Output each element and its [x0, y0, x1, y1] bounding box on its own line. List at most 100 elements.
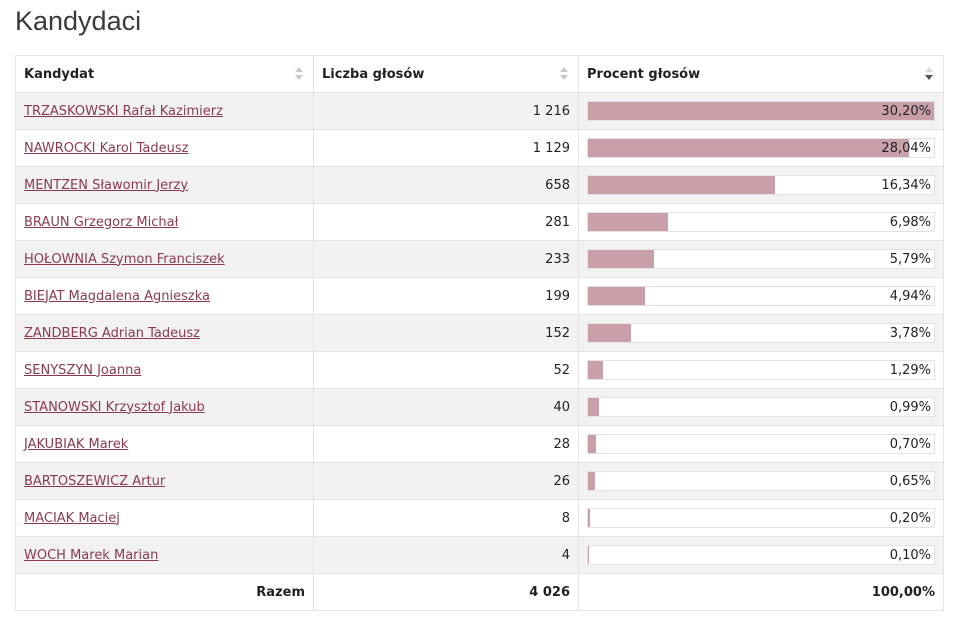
percent-bar: 1,29% — [587, 360, 935, 380]
candidate-cell: MACIAK Maciej — [15, 499, 314, 537]
sort-icon[interactable] — [295, 67, 303, 81]
percent-bar: 0,20% — [587, 508, 935, 528]
percent-label: 28,04% — [881, 141, 931, 156]
percent-cell: 0,20% — [578, 499, 944, 537]
percent-label: 0,10% — [889, 548, 931, 563]
candidate-cell: BIEJAT Magdalena Agnieszka — [15, 277, 314, 315]
column-header-label: Procent głosów — [587, 66, 701, 82]
candidate-link[interactable]: BRAUN Grzegorz Michał — [24, 214, 179, 230]
page-title: Kandydaci — [15, 6, 142, 36]
candidate-link[interactable]: TRZASKOWSKI Rafał Kazimierz — [24, 103, 223, 119]
percent-bar: 6,98% — [587, 212, 935, 232]
percent-bar: 0,65% — [587, 471, 935, 491]
votes-cell: 26 — [313, 462, 579, 500]
candidate-link[interactable]: MACIAK Maciej — [24, 510, 120, 526]
candidate-link[interactable]: NAWROCKI Karol Tadeusz — [24, 140, 189, 156]
table-row: HOŁOWNIA Szymon Franciszek 233 5,79% — [15, 240, 944, 278]
percent-cell: 4,94% — [578, 277, 944, 315]
total-row: Razem 4 026 100,00% — [15, 573, 944, 611]
percent-bar: 0,10% — [587, 545, 935, 565]
candidate-link[interactable]: HOŁOWNIA Szymon Franciszek — [24, 251, 225, 267]
column-header-label: Liczba głosów — [322, 66, 425, 82]
candidate-link[interactable]: ZANDBERG Adrian Tadeusz — [24, 325, 200, 341]
candidate-cell: SENYSZYN Joanna — [15, 351, 314, 389]
votes-cell: 152 — [313, 314, 579, 352]
candidate-link[interactable]: STANOWSKI Krzysztof Jakub — [24, 399, 205, 415]
percent-bar: 4,94% — [587, 286, 935, 306]
percent-label: 30,20% — [881, 104, 931, 119]
percent-label: 0,70% — [889, 437, 931, 452]
votes-cell: 28 — [313, 425, 579, 463]
percent-bar-fill — [588, 472, 596, 490]
percent-bar-fill — [588, 176, 776, 194]
percent-cell: 28,04% — [578, 129, 944, 167]
percent-cell: 0,99% — [578, 388, 944, 426]
percent-bar-fill — [588, 361, 603, 379]
percent-cell: 6,98% — [578, 203, 944, 241]
candidate-cell: ZANDBERG Adrian Tadeusz — [15, 314, 314, 352]
candidate-cell: WOCH Marek Marian — [15, 536, 314, 574]
column-header-label: Kandydat — [24, 66, 95, 82]
candidate-cell: MENTZEN Sławomir Jerzy — [15, 166, 314, 204]
candidate-link[interactable]: WOCH Marek Marian — [24, 547, 159, 563]
votes-cell: 8 — [313, 499, 579, 537]
percent-bar-fill — [588, 102, 934, 120]
percent-bar-fill — [588, 435, 597, 453]
percent-label: 0,99% — [889, 400, 931, 415]
candidate-link[interactable]: BIEJAT Magdalena Agnieszka — [24, 288, 210, 304]
percent-cell: 0,10% — [578, 536, 944, 574]
percent-cell: 0,65% — [578, 462, 944, 500]
candidate-cell: NAWROCKI Karol Tadeusz — [15, 129, 314, 167]
votes-cell: 1 129 — [313, 129, 579, 167]
table-row: NAWROCKI Karol Tadeusz 1 129 28,04% — [15, 129, 944, 167]
sort-icon[interactable] — [560, 67, 568, 81]
table-row: MACIAK Maciej 8 0,20% — [15, 499, 944, 537]
candidate-cell: BRAUN Grzegorz Michał — [15, 203, 314, 241]
percent-cell: 5,79% — [578, 240, 944, 278]
percent-label: 0,20% — [889, 511, 931, 526]
percent-bar-fill — [588, 287, 645, 305]
votes-cell: 199 — [313, 277, 579, 315]
column-header-candidate[interactable]: Kandydat — [15, 55, 314, 93]
votes-cell: 658 — [313, 166, 579, 204]
candidate-link[interactable]: MENTZEN Sławomir Jerzy — [24, 177, 189, 193]
votes-cell: 233 — [313, 240, 579, 278]
percent-bar: 30,20% — [587, 101, 935, 121]
percent-bar: 3,78% — [587, 323, 935, 343]
votes-cell: 281 — [313, 203, 579, 241]
table-header-row: Kandydat Liczba głosów Procent głosów — [15, 55, 944, 93]
table-row: ZANDBERG Adrian Tadeusz 152 3,78% — [15, 314, 944, 352]
percent-label: 16,34% — [881, 178, 931, 193]
table-row: MENTZEN Sławomir Jerzy 658 16,34% — [15, 166, 944, 204]
percent-bar: 28,04% — [587, 138, 935, 158]
percent-bar: 16,34% — [587, 175, 935, 195]
percent-bar: 0,99% — [587, 397, 935, 417]
candidate-link[interactable]: SENYSZYN Joanna — [24, 362, 142, 378]
table-row: SENYSZYN Joanna 52 1,29% — [15, 351, 944, 389]
percent-label: 1,29% — [889, 363, 931, 378]
percent-cell: 0,70% — [578, 425, 944, 463]
percent-label: 6,98% — [889, 215, 931, 230]
candidate-cell: HOŁOWNIA Szymon Franciszek — [15, 240, 314, 278]
percent-bar: 0,70% — [587, 434, 935, 454]
percent-bar-fill — [588, 546, 590, 564]
column-header-votes[interactable]: Liczba głosów — [313, 55, 579, 93]
candidate-cell: STANOWSKI Krzysztof Jakub — [15, 388, 314, 426]
candidate-cell: TRZASKOWSKI Rafał Kazimierz — [15, 92, 314, 130]
total-label: Razem — [15, 573, 314, 611]
votes-cell: 52 — [313, 351, 579, 389]
table-row: BARTOSZEWICZ Artur 26 0,65% — [15, 462, 944, 500]
candidate-cell: JAKUBIAK Marek — [15, 425, 314, 463]
table-row: WOCH Marek Marian 4 0,10% — [15, 536, 944, 574]
sort-desc-icon[interactable] — [925, 67, 933, 81]
table-row: TRZASKOWSKI Rafał Kazimierz 1 216 30,20% — [15, 92, 944, 130]
candidate-cell: BARTOSZEWICZ Artur — [15, 462, 314, 500]
candidate-link[interactable]: JAKUBIAK Marek — [24, 436, 129, 452]
candidate-link[interactable]: BARTOSZEWICZ Artur — [24, 473, 166, 489]
total-votes: 4 026 — [313, 573, 579, 611]
percent-label: 0,65% — [889, 474, 931, 489]
column-header-percent[interactable]: Procent głosów — [578, 55, 944, 93]
percent-bar-fill — [588, 509, 591, 527]
votes-cell: 40 — [313, 388, 579, 426]
